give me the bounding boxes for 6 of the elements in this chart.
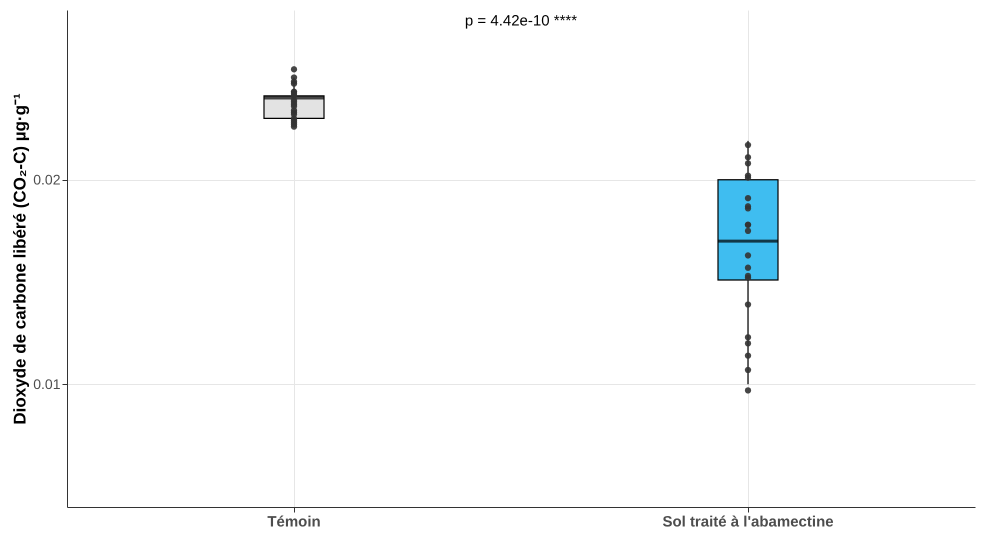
x-tick-label: Témoin (267, 514, 321, 530)
y-tick-label: 0.01 (33, 376, 61, 392)
x-tick-label: Sol traité à l'abamectine (662, 514, 834, 530)
annotation: p = 4.42e-10 **** (464, 12, 578, 30)
y-tick-label: 0.02 (33, 171, 61, 188)
y-axis-title: Dioxyde de carbone libéré (CO₂-C) µg·g⁻¹ (10, 93, 30, 425)
